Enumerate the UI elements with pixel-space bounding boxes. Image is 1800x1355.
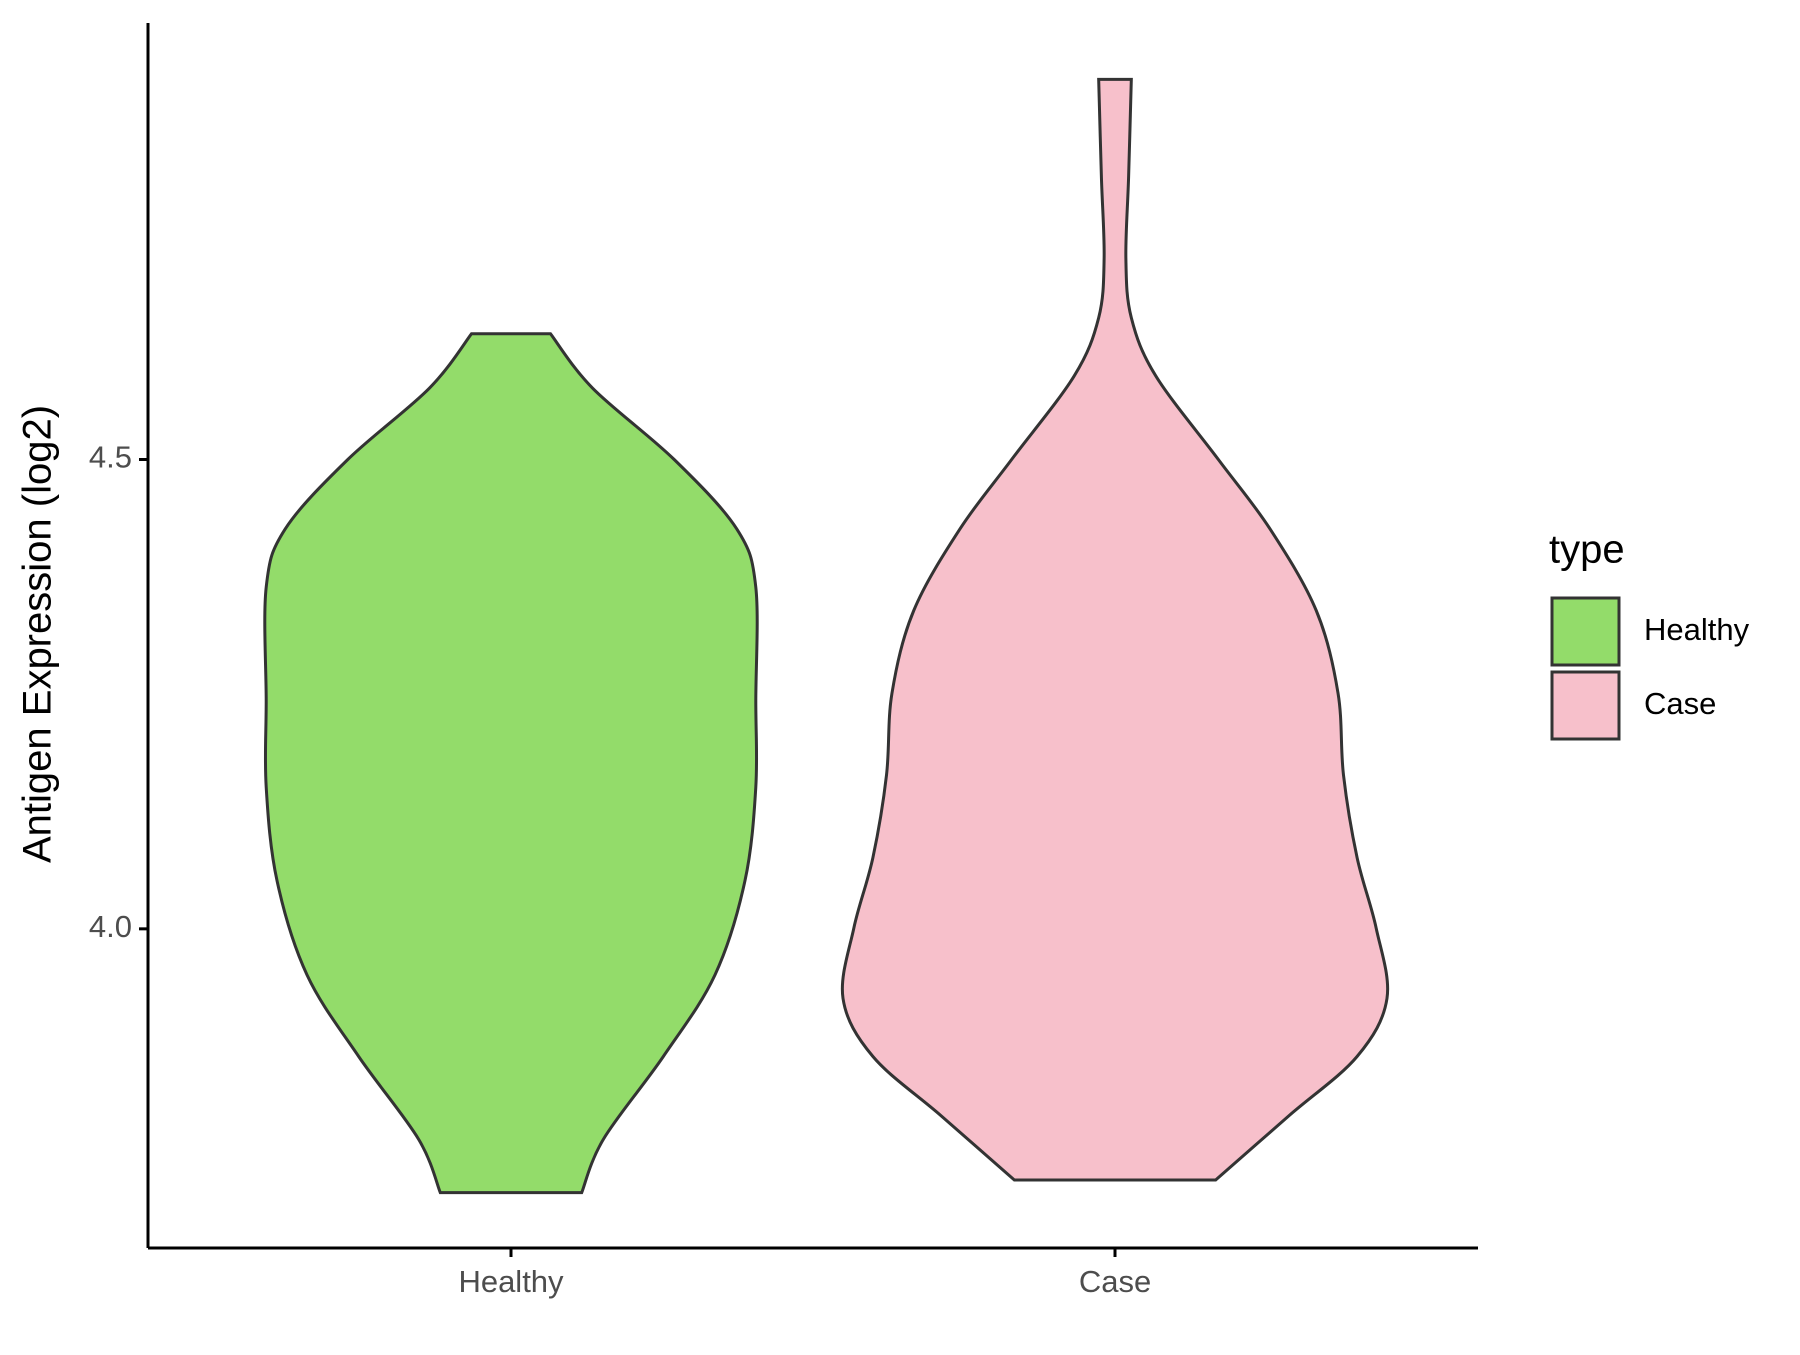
violin [263,332,759,1195]
legend-label: Case [1644,686,1716,721]
y-axis-label: Antigen Expression (log2) [16,405,60,863]
violin [840,77,1390,1182]
legend-label: Healthy [1644,612,1750,647]
legend-key [1550,670,1621,741]
x-tick-label: Healthy [458,1264,564,1299]
x-tick-label: Case [1079,1264,1151,1299]
legend-title: type [1549,528,1625,572]
y-tick-label: 4.0 [89,909,132,944]
y-tick-label: 4.5 [89,440,132,475]
legend-key [1550,596,1621,667]
